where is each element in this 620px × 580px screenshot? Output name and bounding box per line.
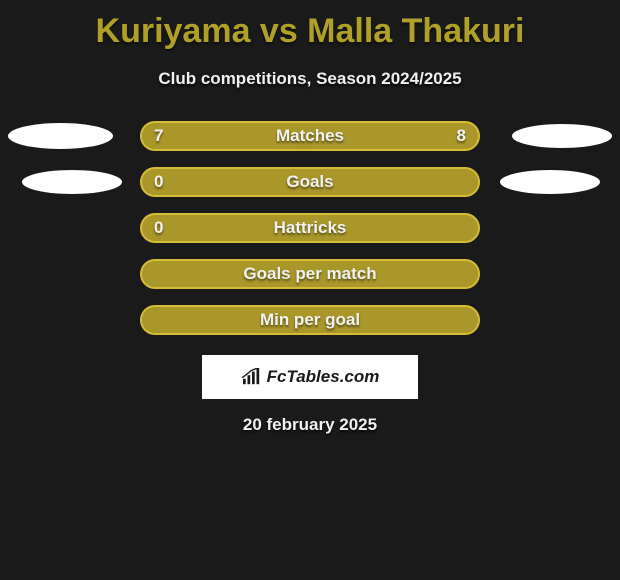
stat-left-value: 7 bbox=[154, 126, 163, 146]
stat-bar: 7 Matches 8 bbox=[140, 121, 480, 151]
stat-label: Hattricks bbox=[274, 218, 347, 238]
subtitle: Club competitions, Season 2024/2025 bbox=[0, 69, 620, 89]
stats-container: 7 Matches 8 0 Goals 0 Hattricks Goals pe… bbox=[0, 121, 620, 335]
logo-box: FcTables.com bbox=[202, 355, 418, 399]
stat-row-hattricks: 0 Hattricks bbox=[0, 213, 620, 243]
stat-row-goals: 0 Goals bbox=[0, 167, 620, 197]
stat-label: Min per goal bbox=[260, 310, 360, 330]
page-title: Kuriyama vs Malla Thakuri bbox=[0, 0, 620, 51]
ellipse-icon bbox=[500, 170, 600, 194]
ellipse-icon bbox=[512, 124, 612, 148]
stat-left-value: 0 bbox=[154, 218, 163, 238]
stat-bar: 0 Goals bbox=[140, 167, 480, 197]
stat-label: Matches bbox=[276, 126, 344, 146]
stat-row-mpg: Min per goal bbox=[0, 305, 620, 335]
stat-row-gpm: Goals per match bbox=[0, 259, 620, 289]
stat-bar: 0 Hattricks bbox=[140, 213, 480, 243]
logo-text: FcTables.com bbox=[267, 367, 380, 387]
ellipse-icon bbox=[22, 170, 122, 194]
date-text: 20 february 2025 bbox=[0, 415, 620, 435]
stat-label: Goals per match bbox=[243, 264, 376, 284]
stat-label: Goals bbox=[286, 172, 333, 192]
stat-bar: Goals per match bbox=[140, 259, 480, 289]
stat-left-value: 0 bbox=[154, 172, 163, 192]
stat-row-matches: 7 Matches 8 bbox=[0, 121, 620, 151]
ellipse-icon bbox=[8, 123, 113, 149]
stat-bar: Min per goal bbox=[140, 305, 480, 335]
bar-chart-icon bbox=[241, 368, 263, 386]
stat-right-value: 8 bbox=[457, 126, 466, 146]
